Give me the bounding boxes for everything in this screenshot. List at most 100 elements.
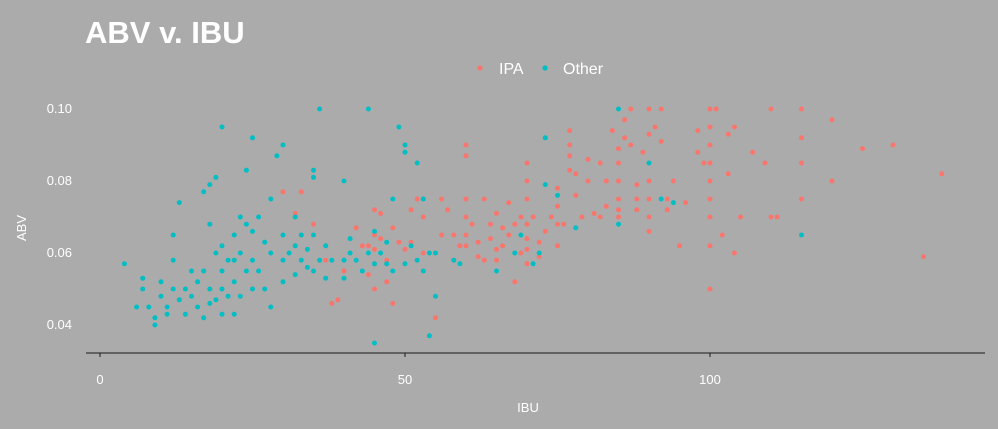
point-other xyxy=(280,257,286,263)
point-ipa xyxy=(725,171,731,177)
point-ipa xyxy=(329,300,335,306)
point-other xyxy=(164,311,170,317)
point-other xyxy=(341,257,347,263)
point-ipa xyxy=(567,142,573,148)
point-other xyxy=(189,293,194,299)
point-ipa xyxy=(524,196,530,202)
point-ipa xyxy=(646,214,652,220)
point-ipa xyxy=(445,207,451,213)
point-ipa xyxy=(335,297,341,303)
point-ipa xyxy=(616,160,621,166)
point-other xyxy=(134,304,140,310)
point-ipa xyxy=(707,160,713,166)
point-ipa xyxy=(494,257,499,263)
point-other xyxy=(213,297,219,303)
point-ipa xyxy=(768,106,774,112)
point-ipa xyxy=(567,128,573,134)
point-ipa xyxy=(774,214,780,220)
point-other xyxy=(311,167,316,173)
point-ipa xyxy=(567,167,573,173)
point-ipa xyxy=(646,131,652,137)
point-ipa xyxy=(799,135,804,141)
point-other xyxy=(372,228,377,234)
point-other xyxy=(414,257,420,263)
point-ipa xyxy=(372,232,377,238)
point-ipa xyxy=(463,214,469,220)
x-axis-title: IBU xyxy=(517,400,539,415)
point-ipa xyxy=(433,315,438,321)
point-other xyxy=(225,293,231,299)
point-ipa xyxy=(640,149,646,155)
point-ipa xyxy=(536,239,542,245)
point-ipa xyxy=(524,261,530,267)
point-ipa xyxy=(573,192,579,198)
y-tick-label: 0.08 xyxy=(47,173,72,188)
point-other xyxy=(420,196,426,202)
point-other xyxy=(237,214,243,220)
point-ipa xyxy=(591,210,597,216)
point-other xyxy=(536,250,542,256)
point-other xyxy=(384,261,390,267)
point-ipa xyxy=(634,182,640,188)
legend-key-ipa xyxy=(477,65,483,71)
point-ipa xyxy=(670,178,676,184)
point-other xyxy=(201,268,207,274)
point-other xyxy=(555,192,560,198)
point-ipa xyxy=(298,189,304,195)
point-other xyxy=(402,142,408,148)
point-ipa xyxy=(707,142,713,148)
point-other xyxy=(396,124,402,130)
point-ipa xyxy=(707,124,713,130)
point-other xyxy=(433,250,438,256)
point-other xyxy=(365,250,371,256)
point-other xyxy=(207,182,213,188)
point-other xyxy=(195,304,201,310)
point-ipa xyxy=(683,200,689,206)
point-ipa xyxy=(463,142,469,148)
point-other xyxy=(542,135,548,141)
point-other xyxy=(250,286,255,292)
point-other xyxy=(341,178,347,184)
point-ipa xyxy=(713,106,719,112)
point-other xyxy=(426,250,432,256)
point-ipa xyxy=(353,225,359,231)
point-ipa xyxy=(463,153,469,159)
point-ipa xyxy=(725,131,731,137)
point-other xyxy=(372,261,377,267)
point-other xyxy=(268,304,274,310)
point-ipa xyxy=(481,196,487,202)
point-ipa xyxy=(616,146,621,152)
point-ipa xyxy=(542,228,548,234)
point-ipa xyxy=(695,128,701,134)
point-ipa xyxy=(603,203,609,209)
point-ipa xyxy=(457,243,463,249)
point-ipa xyxy=(439,196,445,202)
point-other xyxy=(670,200,676,206)
point-ipa xyxy=(707,243,713,249)
point-ipa xyxy=(646,178,652,184)
point-ipa xyxy=(524,178,530,184)
point-ipa xyxy=(707,196,713,202)
point-ipa xyxy=(622,117,628,123)
point-other xyxy=(304,264,310,270)
point-ipa xyxy=(890,142,896,148)
legend: IPA Other xyxy=(477,61,604,78)
point-other xyxy=(152,315,158,321)
point-ipa xyxy=(378,236,384,242)
point-ipa xyxy=(414,196,420,202)
point-other xyxy=(402,149,408,155)
point-ipa xyxy=(463,232,469,238)
point-ipa xyxy=(939,171,945,177)
point-other xyxy=(219,311,225,317)
point-ipa xyxy=(524,221,530,227)
point-other xyxy=(317,257,323,263)
point-ipa xyxy=(323,257,329,263)
point-other xyxy=(158,279,164,285)
point-other xyxy=(616,221,621,227)
y-tick-label: 0.10 xyxy=(47,101,72,116)
point-other xyxy=(616,106,621,112)
point-other xyxy=(414,160,420,166)
point-ipa xyxy=(616,207,621,213)
point-other xyxy=(250,228,255,234)
x-tick-label: 50 xyxy=(398,372,412,387)
